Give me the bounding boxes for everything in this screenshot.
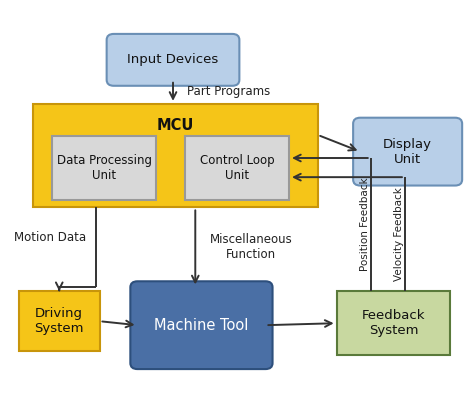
- FancyBboxPatch shape: [33, 104, 318, 207]
- Text: Input Devices: Input Devices: [128, 53, 219, 66]
- Text: Data Processing
Unit: Data Processing Unit: [57, 154, 152, 182]
- FancyBboxPatch shape: [353, 118, 462, 186]
- FancyBboxPatch shape: [337, 291, 450, 355]
- Text: Miscellaneous
Function: Miscellaneous Function: [210, 233, 292, 261]
- Text: MCU: MCU: [157, 118, 194, 133]
- Text: Position Feedback: Position Feedback: [360, 178, 370, 271]
- Text: Machine Tool: Machine Tool: [154, 318, 249, 333]
- Text: Motion Data: Motion Data: [14, 231, 86, 244]
- FancyBboxPatch shape: [130, 281, 273, 369]
- FancyBboxPatch shape: [19, 291, 100, 351]
- Text: Feedback
System: Feedback System: [362, 309, 425, 337]
- Text: Part Programs: Part Programs: [187, 85, 271, 98]
- FancyBboxPatch shape: [185, 136, 289, 200]
- FancyBboxPatch shape: [52, 136, 156, 200]
- Text: Driving
System: Driving System: [35, 307, 84, 335]
- Text: Display
Unit: Display Unit: [383, 138, 432, 166]
- Text: Velocity Feedback: Velocity Feedback: [394, 187, 404, 281]
- Text: Control Loop
Unit: Control Loop Unit: [200, 154, 274, 182]
- FancyBboxPatch shape: [107, 34, 239, 86]
